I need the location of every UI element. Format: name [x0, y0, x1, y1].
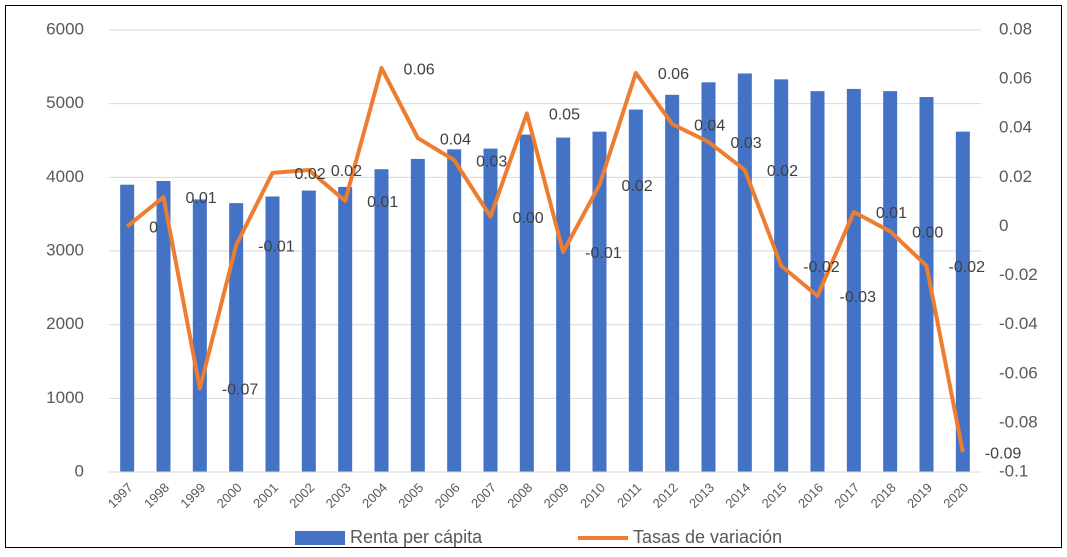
data-label: 0.01 [367, 194, 398, 211]
bar [410, 158, 425, 472]
bar [374, 169, 389, 473]
y2-tick-label: 0.06 [999, 69, 1032, 88]
bar [883, 91, 898, 472]
data-label: 0.02 [295, 166, 326, 183]
y2-tick-label: -0.1 [999, 461, 1028, 480]
y2-tick-label: 0 [999, 216, 1008, 235]
legend-label: Renta per cápita [350, 527, 483, 547]
y-tick-label: 3000 [46, 240, 84, 259]
data-label: 0.01 [876, 205, 907, 222]
bar [447, 149, 462, 472]
data-label: 0.06 [404, 61, 435, 78]
data-label: 0.00 [912, 225, 943, 242]
legend-label: Tasas de variación [633, 527, 782, 547]
bar [665, 94, 680, 473]
y-tick-label: 5000 [46, 93, 84, 112]
data-label: -0.07 [222, 382, 259, 399]
bar [483, 148, 498, 472]
bar [955, 131, 970, 472]
bar [156, 181, 171, 472]
bar [338, 186, 353, 472]
bar [628, 109, 643, 472]
bar [229, 203, 244, 472]
bar [701, 82, 716, 472]
bar [737, 73, 752, 473]
y-tick-label: 0 [75, 461, 84, 480]
data-label: 0.03 [731, 135, 762, 152]
y-tick-label: 6000 [46, 19, 84, 38]
bar [846, 88, 861, 472]
y-tick-label: 1000 [46, 388, 84, 407]
bar [556, 137, 571, 472]
data-label: -0.01 [585, 245, 622, 262]
data-label: 0 [149, 220, 158, 237]
y-tick-label: 4000 [46, 167, 84, 186]
data-label: -0.09 [985, 445, 1022, 462]
bar [301, 190, 316, 473]
bar [592, 131, 607, 472]
data-label: 0.02 [331, 163, 362, 180]
bar [810, 91, 825, 472]
bar [774, 79, 789, 473]
y-tick-label: 2000 [46, 314, 84, 333]
data-label: -0.01 [258, 238, 295, 255]
data-label: -0.03 [840, 289, 877, 306]
data-label: 0.04 [440, 131, 471, 148]
y2-tick-label: -0.08 [999, 412, 1038, 431]
data-label: 0.04 [694, 117, 725, 134]
bar [265, 196, 280, 472]
data-label: 0.06 [658, 66, 689, 83]
bar [519, 134, 534, 472]
data-label: 0.03 [476, 153, 507, 170]
y2-tick-label: -0.06 [999, 363, 1038, 382]
bar [919, 97, 934, 472]
bar [192, 199, 207, 472]
bar [120, 184, 135, 472]
data-label: -0.02 [803, 259, 840, 276]
y2-tick-label: 0.08 [999, 19, 1032, 38]
data-label: 0.05 [549, 107, 580, 124]
y2-tick-label: -0.04 [999, 314, 1038, 333]
y2-tick-label: -0.02 [999, 265, 1038, 284]
data-label: 0.02 [622, 178, 653, 195]
line [125, 66, 965, 453]
data-label: 0.01 [186, 190, 217, 207]
data-label: 0.00 [513, 210, 544, 227]
y2-tick-label: 0.04 [999, 118, 1032, 137]
y2-tick-label: 0.02 [999, 167, 1032, 186]
legend-swatch [295, 531, 345, 545]
data-label: 0.02 [767, 163, 798, 180]
data-label: -0.02 [949, 259, 986, 276]
